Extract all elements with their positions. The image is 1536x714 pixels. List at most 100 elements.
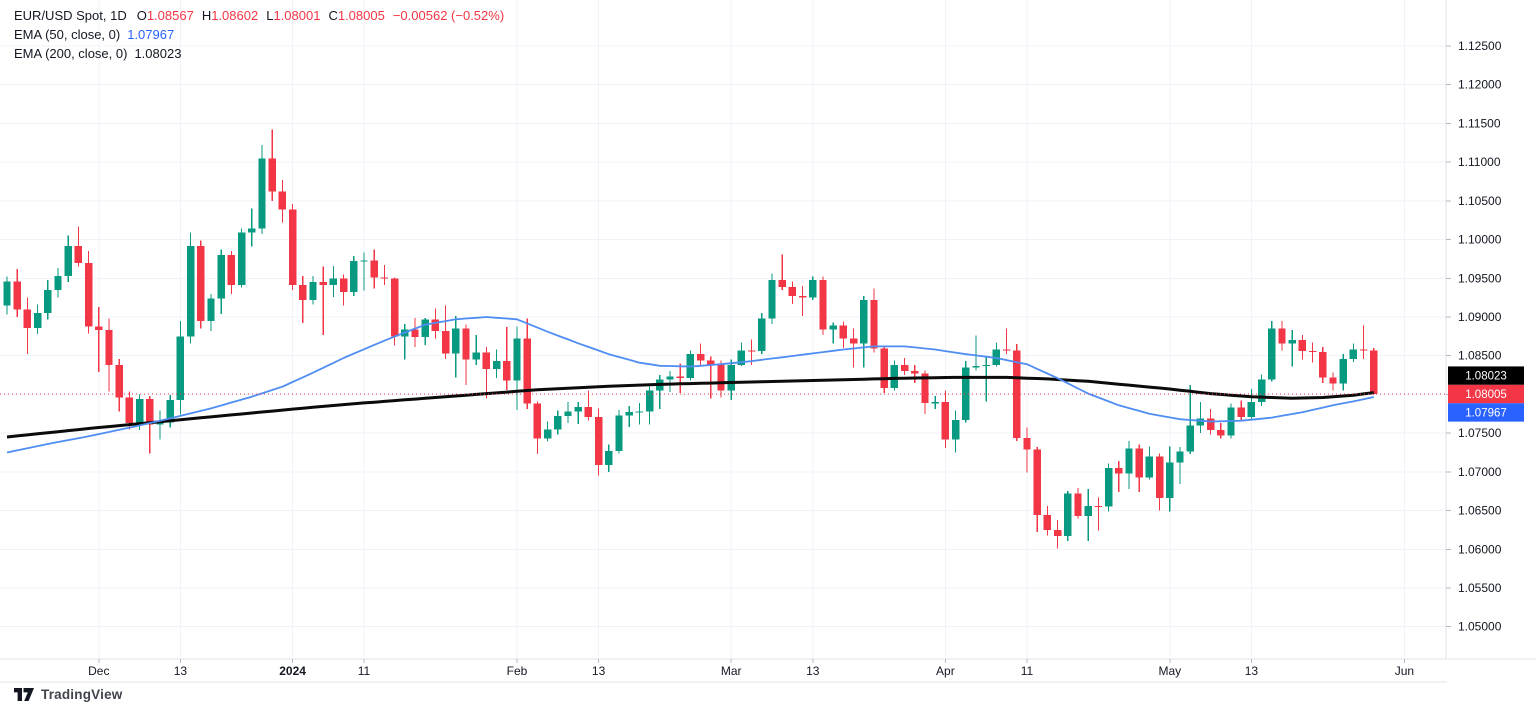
candle — [666, 371, 674, 393]
candle — [1298, 334, 1307, 360]
candle — [584, 390, 593, 421]
candle — [1349, 343, 1358, 362]
time-tick-label: 13 — [592, 664, 606, 678]
candle — [146, 395, 154, 454]
candle — [84, 251, 93, 334]
candle — [962, 361, 970, 423]
ema50-value: 1.07967 — [127, 27, 175, 42]
tradingview-attribution[interactable]: TradingView — [14, 687, 122, 702]
candle — [1023, 427, 1031, 473]
candle — [1115, 461, 1123, 492]
candle — [890, 360, 899, 391]
candle — [248, 208, 256, 247]
price-badges: 1.08023 1.08005 1.07967 — [1448, 366, 1524, 422]
candle — [1176, 447, 1184, 485]
candle — [635, 402, 644, 425]
candle — [1074, 488, 1082, 519]
svg-text:1.08005: 1.08005 — [1465, 389, 1507, 401]
time-tick-label: 11 — [358, 664, 371, 678]
candle — [1308, 342, 1317, 363]
candle — [900, 358, 909, 376]
ema200-legend-row[interactable]: EMA (200, close, 0) 1.08023 — [14, 44, 504, 63]
candle — [492, 349, 501, 379]
candle — [288, 203, 297, 290]
candle — [166, 395, 174, 428]
candle — [1217, 423, 1225, 439]
low-readout: L1.08001 — [266, 8, 321, 23]
candle — [880, 345, 888, 393]
time-tick-label: Jun — [1395, 664, 1414, 678]
candle — [54, 268, 62, 298]
candle — [686, 350, 695, 381]
candle — [452, 316, 460, 378]
price-tick-label: 1.11500 — [1458, 116, 1501, 130]
candle — [186, 232, 195, 344]
price-tick-label: 1.12000 — [1458, 78, 1502, 92]
symbol-title: EUR/USD Spot, 1D — [14, 8, 127, 23]
price-badge: 1.08005 — [1448, 384, 1524, 404]
price-tick-label: 1.06500 — [1458, 504, 1502, 518]
time-tick-label: Dec — [88, 664, 109, 678]
candle — [1053, 519, 1062, 549]
candle — [125, 391, 134, 430]
candle — [860, 296, 868, 368]
candle — [380, 265, 389, 286]
price-tick-label: 1.05000 — [1458, 620, 1502, 634]
time-tick-label: 13 — [174, 664, 188, 678]
candle — [605, 444, 613, 472]
candle — [1196, 402, 1205, 434]
candle — [401, 323, 409, 360]
candle — [951, 410, 960, 453]
candle — [1329, 372, 1337, 391]
price-axis[interactable]: 1.12500 1.12000 1.11500 1.11000 1.10500 1.100… — [1446, 39, 1502, 634]
candle — [3, 276, 11, 315]
price-badge: 1.08023 — [1448, 366, 1524, 385]
candles-layer — [3, 129, 1378, 549]
candle — [350, 255, 358, 297]
candle — [309, 275, 317, 305]
candle — [911, 364, 919, 383]
price-tick-label: 1.09500 — [1458, 271, 1502, 285]
candle — [339, 274, 348, 306]
candle — [1125, 440, 1133, 489]
candle — [299, 275, 307, 324]
candle — [278, 179, 287, 223]
candle — [1257, 374, 1266, 407]
price-tick-label: 1.12500 — [1458, 39, 1502, 53]
time-tick-label: 13 — [1245, 664, 1259, 678]
candle — [717, 360, 725, 398]
candle — [523, 318, 531, 410]
candle — [1043, 505, 1052, 536]
candle — [319, 266, 327, 335]
svg-text:1.07967: 1.07967 — [1465, 407, 1507, 419]
time-axis[interactable]: Dec 13 2024 11 Feb 13 Mar 13 Apr 11 May 13 Jun — [88, 659, 1414, 678]
candle — [758, 313, 766, 355]
candle — [44, 279, 52, 320]
candle — [1319, 347, 1327, 383]
candle — [105, 318, 113, 392]
candle — [625, 406, 633, 427]
time-tick-label: Feb — [507, 664, 528, 678]
candle — [1084, 488, 1092, 541]
candle — [1359, 325, 1368, 359]
price-tick-label: 1.10500 — [1458, 194, 1502, 208]
candle — [370, 249, 378, 289]
symbol-legend-row[interactable]: EUR/USD Spot, 1D O1.08567 H1.08602 L1.08… — [14, 6, 504, 25]
candle — [696, 343, 705, 366]
candle — [829, 322, 837, 344]
candle — [727, 359, 735, 400]
ema200-line — [6, 375, 1374, 439]
grid-layer — [0, 0, 1446, 659]
candle — [472, 334, 480, 365]
close-readout: C1.08005 — [328, 8, 385, 23]
ema50-legend-row[interactable]: EMA (50, close, 0) 1.07967 — [14, 25, 504, 44]
time-tick-label: Apr — [936, 664, 955, 678]
candle — [1033, 447, 1041, 533]
candle — [482, 347, 491, 399]
change-readout: −0.00562 (−0.52%) — [392, 8, 505, 23]
candle — [390, 277, 399, 346]
candle — [1339, 354, 1347, 391]
candle — [329, 265, 338, 297]
